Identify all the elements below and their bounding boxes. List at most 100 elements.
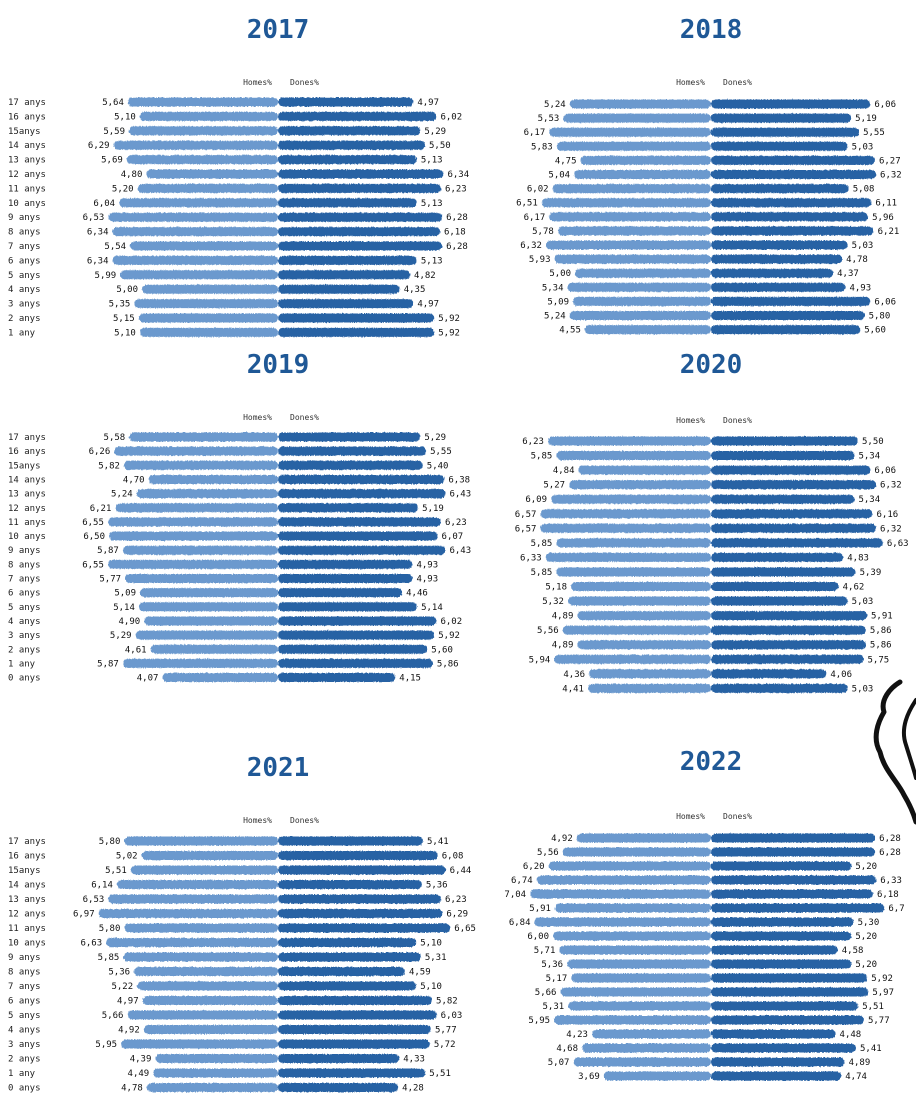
bar-dones bbox=[711, 311, 865, 320]
chart-2019: 2019 Homes% Dones% 5,58 5,29 17 anys 6,26 5,55 1… bbox=[8, 350, 471, 684]
value-label-homes: 6,17 bbox=[524, 213, 546, 223]
value-label-dones: 6,18 bbox=[877, 890, 899, 900]
bar-dones bbox=[278, 894, 442, 904]
bar-homes bbox=[559, 945, 711, 955]
age-label: 15anys bbox=[8, 461, 41, 471]
bar-dones bbox=[711, 99, 871, 109]
bar-homes bbox=[571, 973, 711, 983]
bar-homes bbox=[560, 987, 711, 997]
age-label: 16 anys bbox=[8, 112, 46, 122]
bar-dones bbox=[711, 669, 827, 679]
value-label-dones: 6,06 bbox=[874, 466, 896, 476]
bar-dones bbox=[278, 111, 437, 121]
value-label-homes: 5,54 bbox=[104, 242, 126, 252]
value-label-homes: 5,95 bbox=[528, 1016, 550, 1026]
age-label: 9 anys bbox=[8, 953, 41, 963]
age-label: 5 anys bbox=[8, 271, 41, 281]
bar-dones bbox=[711, 640, 866, 650]
value-label-homes: 5,78 bbox=[532, 227, 554, 237]
value-label-homes: 4,80 bbox=[121, 170, 143, 180]
value-label-homes: 4,89 bbox=[552, 612, 574, 622]
bar-homes bbox=[540, 523, 711, 533]
value-label-homes: 6,51 bbox=[516, 199, 538, 209]
bar-dones bbox=[711, 959, 852, 969]
age-label: 17 anys bbox=[8, 837, 46, 847]
bar-homes bbox=[541, 198, 711, 208]
bar-dones bbox=[278, 1083, 399, 1092]
bar-dones bbox=[711, 625, 866, 635]
value-label-homes: 6,09 bbox=[525, 495, 547, 505]
bar-homes bbox=[162, 673, 278, 683]
bar-dones bbox=[278, 851, 438, 860]
value-label-homes: 5,22 bbox=[111, 982, 133, 992]
bar-dones bbox=[278, 836, 424, 846]
chart-title: 2018 bbox=[680, 15, 743, 45]
bar-homes bbox=[122, 658, 278, 668]
legend-homes: Homes% bbox=[243, 816, 272, 825]
bar-homes bbox=[569, 311, 711, 320]
bar-homes bbox=[554, 654, 711, 664]
bar-homes bbox=[134, 967, 278, 976]
bar-dones bbox=[278, 489, 446, 499]
value-label-dones: 4,58 bbox=[842, 946, 864, 956]
bar-dones bbox=[278, 183, 442, 193]
bar-dones bbox=[278, 255, 417, 265]
bar-homes bbox=[129, 126, 278, 136]
bar-homes bbox=[134, 299, 278, 309]
value-label-dones: 6,33 bbox=[880, 876, 902, 886]
bar-homes bbox=[127, 97, 278, 107]
value-label-homes: 5,10 bbox=[114, 112, 136, 122]
value-label-dones: 4,62 bbox=[843, 583, 865, 593]
value-label-homes: 6,32 bbox=[520, 241, 542, 251]
bar-dones bbox=[278, 574, 413, 583]
bar-homes bbox=[98, 909, 278, 918]
bar-homes bbox=[114, 446, 278, 456]
legend-dones: Dones% bbox=[723, 416, 752, 425]
bar-homes bbox=[143, 1025, 278, 1034]
bar-homes bbox=[584, 325, 711, 335]
bar-dones bbox=[711, 1057, 845, 1067]
value-label-homes: 4,84 bbox=[553, 466, 575, 476]
bar-homes bbox=[556, 141, 711, 151]
bar-homes bbox=[591, 1029, 711, 1039]
bar-dones bbox=[278, 212, 443, 222]
chart-2022: 2022 Homes% Dones% 4,92 6,28 5,56 6,28 6,20 5,20… bbox=[504, 747, 904, 1082]
bar-homes bbox=[148, 474, 278, 484]
bar-dones bbox=[711, 1043, 857, 1053]
value-label-homes: 5,00 bbox=[549, 269, 571, 279]
value-label-dones: 5,82 bbox=[436, 997, 458, 1007]
bar-dones bbox=[278, 1010, 437, 1020]
bar-homes bbox=[551, 494, 711, 504]
chart-2017: 2017 Homes% Dones% 5,64 4,97 17 anys 5,10 6,02 1… bbox=[8, 15, 469, 338]
bar-dones bbox=[711, 1029, 836, 1039]
value-label-homes: 5,94 bbox=[529, 655, 551, 665]
value-label-dones: 5,92 bbox=[438, 631, 460, 641]
bar-homes bbox=[554, 254, 711, 264]
age-label: 12 anys bbox=[8, 504, 46, 514]
bar-homes bbox=[142, 996, 278, 1005]
value-label-dones: 6,02 bbox=[440, 617, 462, 627]
value-label-homes: 5,02 bbox=[116, 852, 138, 862]
value-label-dones: 5,13 bbox=[421, 156, 443, 166]
bar-homes bbox=[139, 111, 278, 121]
value-label-dones: 5,13 bbox=[421, 256, 443, 266]
bar-homes bbox=[112, 227, 279, 237]
value-label-homes: 6,17 bbox=[524, 128, 546, 138]
bar-dones bbox=[711, 296, 871, 306]
value-label-homes: 6,34 bbox=[87, 228, 109, 238]
bar-dones bbox=[278, 1054, 400, 1063]
value-label-dones: 4,37 bbox=[837, 269, 859, 279]
bar-dones bbox=[711, 325, 861, 335]
age-label: 2 anys bbox=[8, 1055, 41, 1065]
value-label-dones: 6,11 bbox=[875, 199, 897, 209]
bar-homes bbox=[126, 155, 278, 165]
age-label: 4 anys bbox=[8, 617, 41, 627]
value-label-dones: 5,75 bbox=[868, 655, 890, 665]
bar-dones bbox=[711, 917, 854, 927]
bar-dones bbox=[278, 531, 438, 541]
bar-homes bbox=[568, 1001, 711, 1011]
age-label: 7 anys bbox=[8, 242, 41, 252]
value-label-homes: 5,15 bbox=[113, 314, 135, 324]
value-label-homes: 5,80 bbox=[99, 837, 121, 847]
bar-dones bbox=[278, 446, 427, 456]
